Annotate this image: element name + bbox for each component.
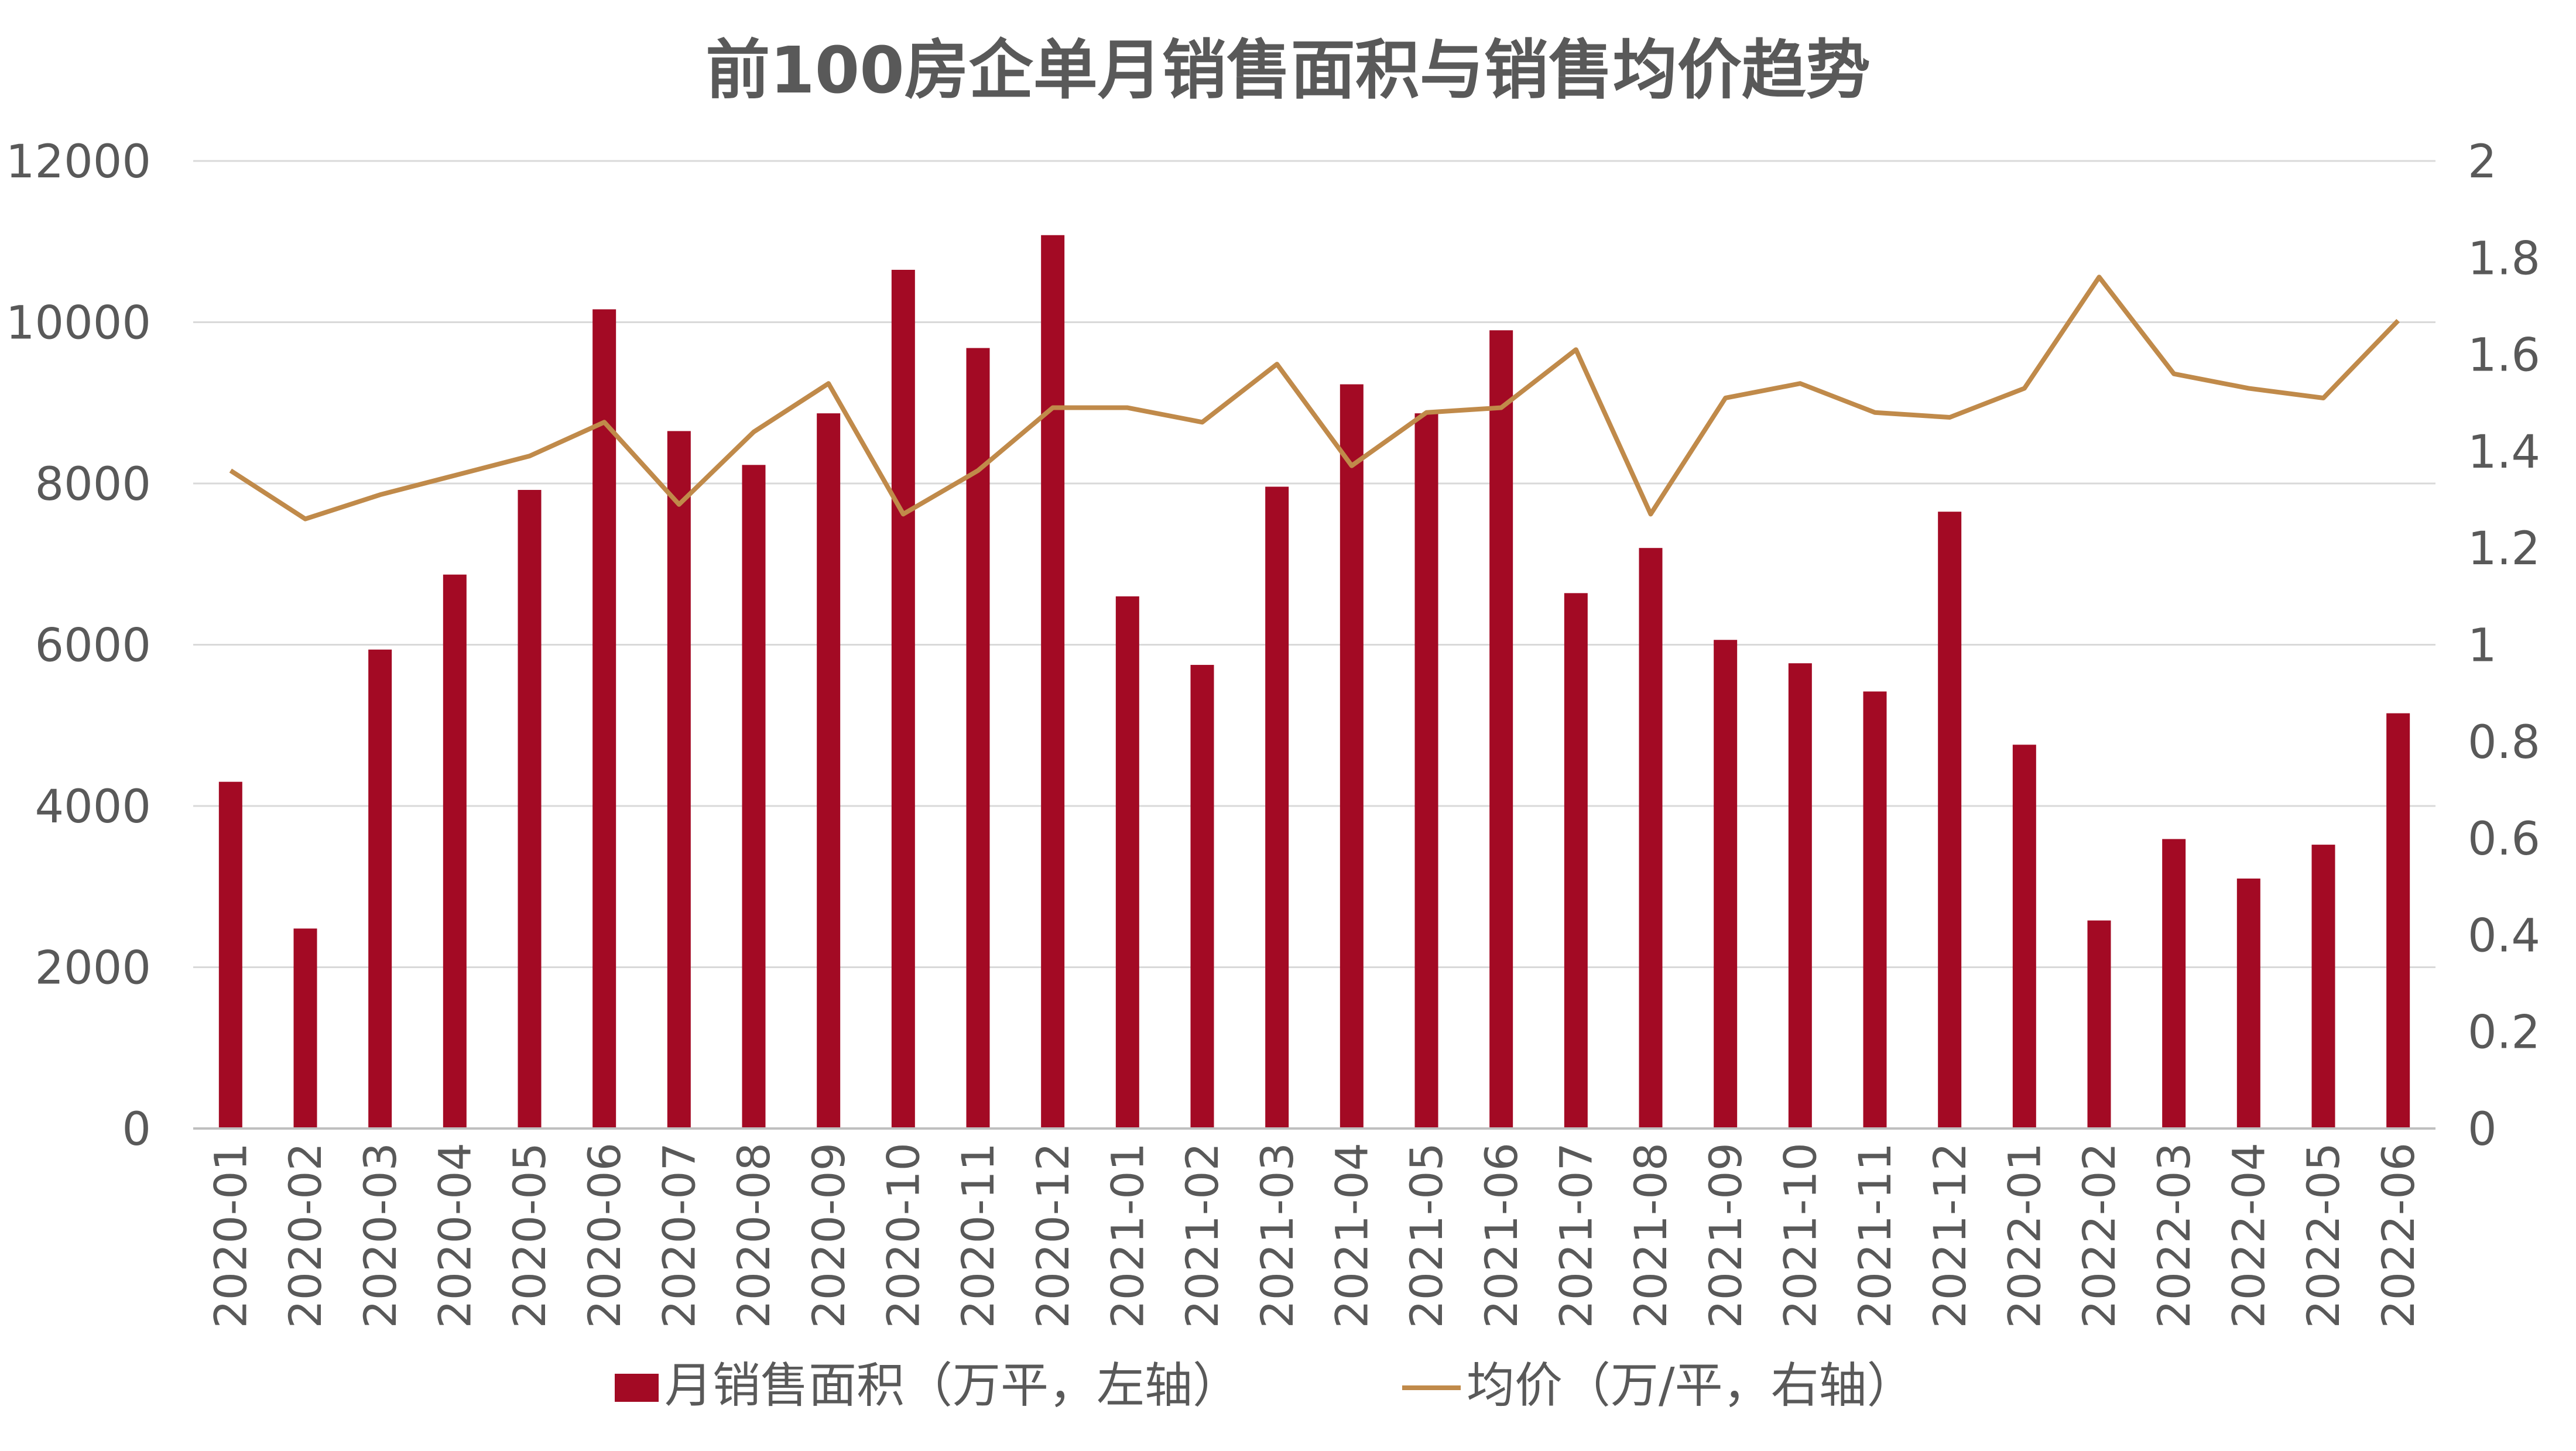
bar-series [218,235,2410,1129]
bar [1190,664,1214,1128]
bar [2012,745,2036,1128]
x-tick-label: 2020-01 [204,1143,256,1329]
x-tick-label: 2020-04 [429,1143,481,1329]
left-y-axis: 0 2000 4000 6000 8000 10000 12000 [6,136,151,1156]
right-tick-label: 1.2 [2468,523,2540,575]
bar [1564,593,1588,1128]
x-tick-label: 2021-01 [1101,1143,1153,1329]
x-tick-label: 2022-06 [2372,1143,2424,1329]
x-tick-label: 2022-02 [2073,1143,2125,1329]
bar [966,348,990,1128]
bar [592,309,616,1129]
x-tick-label: 2020-05 [503,1143,556,1329]
x-tick-label: 2020-08 [728,1143,780,1329]
bar [1414,413,1438,1128]
chart-title: 前100房企单月销售面积与销售均价趋势 [705,33,1871,108]
left-tick-label: 4000 [35,781,151,833]
bar [218,781,242,1128]
x-tick-label: 2021-03 [1251,1143,1303,1329]
left-tick-label: 8000 [35,458,151,511]
left-tick-label: 10000 [6,297,151,350]
legend: 月销售面积（万平，左轴） 均价（万/平，右轴） [615,1358,1915,1414]
x-tick-label: 2021-07 [1550,1143,1602,1329]
x-tick-label: 2021-02 [1176,1143,1228,1329]
bar [1639,548,1663,1128]
bar [293,928,317,1128]
bar [1041,235,1065,1129]
right-tick-label: 1.6 [2468,330,2540,382]
line-series [229,275,2400,522]
right-tick-label: 2 [2468,136,2497,188]
legend-bar-label: 月销售面积（万平，左轴） [664,1358,1241,1414]
x-tick-label: 2021-05 [1400,1143,1453,1329]
bar [2236,878,2260,1128]
x-tick-label: 2021-12 [1924,1143,1976,1329]
x-axis: 2020-01 2020-02 2020-03 2020-04 2020-05 2020-… [193,1127,2435,1329]
right-tick-label: 0 [2468,1103,2497,1156]
x-tick-label: 2021-10 [1774,1143,1826,1329]
bar [518,490,542,1128]
x-tick-label: 2020-09 [803,1143,855,1329]
bar [742,465,766,1128]
price-line [229,275,2400,522]
right-tick-label: 0.8 [2468,716,2540,769]
right-tick-label: 1.4 [2468,426,2540,479]
bar [1938,512,1962,1128]
right-tick-label: 0.2 [2468,1007,2540,1059]
legend-line-label: 均价（万/平，右轴） [1467,1358,1915,1414]
bar [1340,384,1364,1128]
left-tick-label: 0 [122,1103,151,1156]
bar [667,431,691,1128]
x-tick-label: 2021-06 [1475,1143,1527,1329]
bar [1489,330,1513,1128]
right-tick-label: 1 [2468,620,2497,673]
x-tick-label: 2022-04 [2222,1143,2274,1329]
bar [1714,640,1738,1128]
legend-bar-swatch [615,1374,659,1402]
x-tick-label: 2022-01 [1998,1143,2050,1329]
x-tick-label: 2021-09 [1700,1143,1752,1329]
right-tick-label: 0.4 [2468,910,2540,962]
x-tick-label: 2021-11 [1849,1143,1901,1329]
right-tick-label: 0.6 [2468,813,2540,866]
x-tick-label: 2021-08 [1625,1143,1677,1329]
x-tick-label: 2022-05 [2297,1143,2349,1329]
bar [2087,920,2111,1128]
x-tick-label: 2020-07 [653,1143,705,1329]
right-tick-label: 1.8 [2468,232,2540,285]
bar [1265,486,1289,1128]
x-tick-label: 2022-03 [2148,1143,2200,1329]
bar [1115,596,1139,1128]
x-tick-label: 2020-11 [952,1143,1004,1329]
left-tick-label: 12000 [6,136,151,188]
left-tick-label: 6000 [35,620,151,673]
gridlines [193,160,2435,968]
x-tick-label: 2020-03 [354,1143,406,1329]
bar [2162,839,2186,1128]
bar [1863,691,1887,1128]
bar [891,269,915,1128]
right-y-axis: 0 0.2 0.4 0.6 0.8 1 1.2 1.4 1.6 1.8 2 [2468,136,2540,1156]
bar [817,413,841,1128]
left-tick-label: 2000 [35,942,151,995]
bar [1788,663,1812,1128]
x-tick-label: 2020-02 [279,1143,331,1329]
bar [443,574,467,1128]
bar [2311,845,2335,1128]
x-tick-label: 2020-10 [877,1143,929,1329]
x-tick-label: 2021-04 [1325,1143,1378,1329]
bar [368,649,392,1128]
x-tick-label: 2020-06 [578,1143,631,1329]
x-tick-label: 2020-12 [1027,1143,1079,1329]
bar [2386,713,2410,1128]
